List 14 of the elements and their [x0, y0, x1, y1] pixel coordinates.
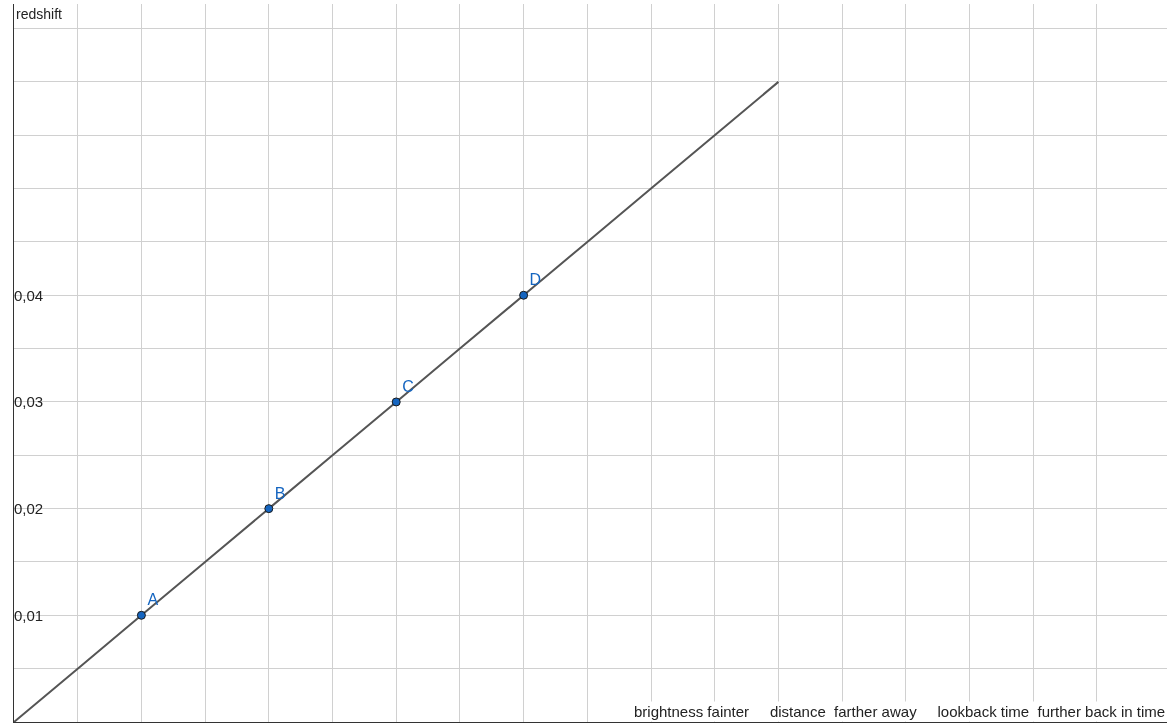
point: [264, 504, 274, 514]
y-tick-label: 0,01: [14, 606, 44, 624]
y-tick-label: 0,02: [14, 499, 44, 517]
y-axis-title: redshift: [16, 6, 63, 22]
point: [519, 290, 529, 300]
data-label: A: [147, 591, 159, 609]
data-label: B: [274, 484, 286, 502]
point: [391, 397, 401, 407]
x-axis-title: brightness fainter distance farther away lookback time further back in time: [634, 703, 1166, 720]
point: [136, 610, 146, 620]
data-label: C: [402, 377, 414, 395]
y-tick-label: 0,04: [14, 286, 44, 304]
y-tick-label: 0,03: [14, 393, 44, 411]
data-label: D: [529, 271, 542, 289]
